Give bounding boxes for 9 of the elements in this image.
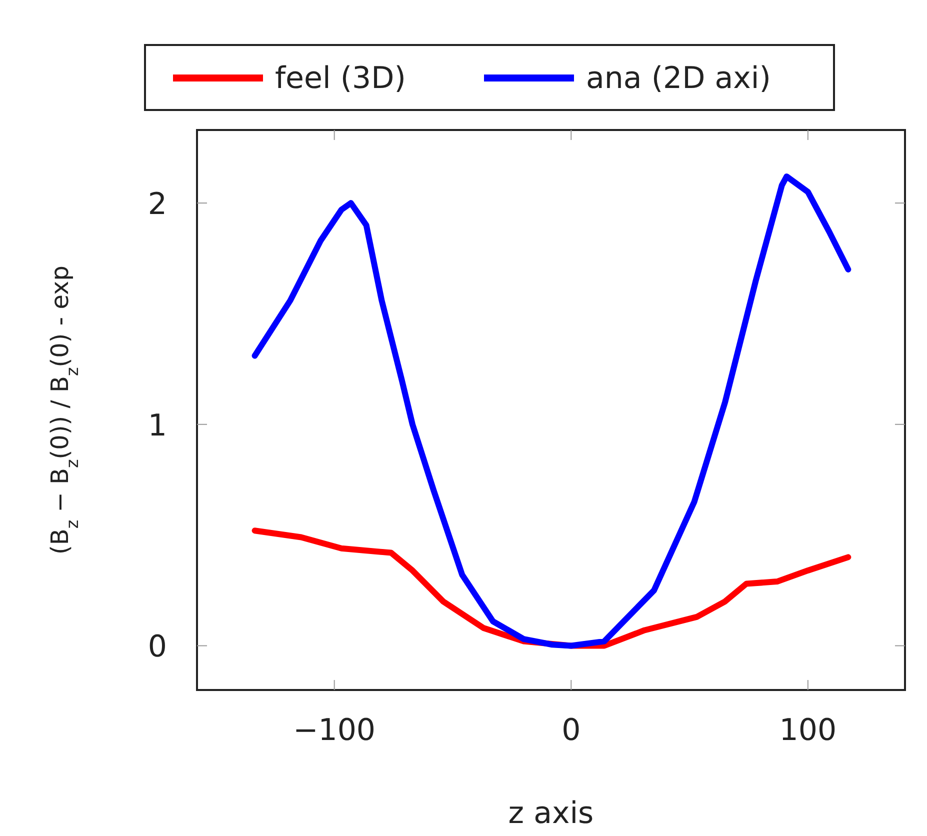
y-tick-label: 0 [148,630,167,665]
legend-label: feel (3D) [275,61,406,96]
x-tick-label: −100 [293,713,376,748]
x-tick-label: 100 [779,713,837,748]
y-tick-label: 1 [148,408,167,444]
legend-label: ana (2D axi) [586,61,771,96]
x-axis-title: z axis [508,796,594,831]
y-tick-label: 2 [148,187,167,222]
x-tick-label: 0 [562,713,581,748]
